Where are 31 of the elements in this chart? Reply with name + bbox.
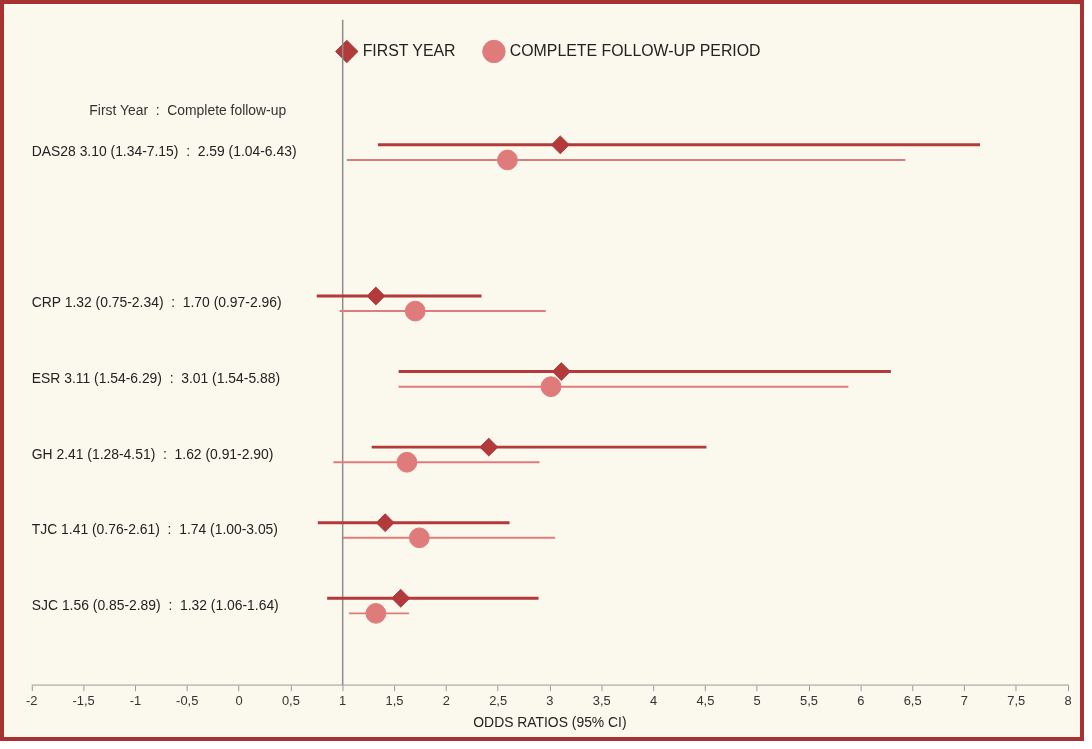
x-tick-label: 6,5 bbox=[903, 693, 922, 709]
annotation: First Year : Complete follow-up bbox=[89, 101, 287, 118]
legend-label: COMPLETE FOLLOW-UP PERIOD bbox=[509, 41, 761, 59]
x-tick-label: 5,5 bbox=[800, 693, 818, 709]
y-tick-label: GH 2.41 (1.28-4.51) : 1.62 (0.91-2.90) bbox=[31, 445, 274, 462]
x-tick-label: 7 bbox=[960, 693, 969, 709]
x-tick-label: 3,5 bbox=[592, 693, 611, 709]
y-tick-label: TJC 1.41 (0.76-2.61) : 1.74 (1.00-3.05) bbox=[31, 521, 278, 538]
y-tick-label: ESR 3.11 (1.54-6.29) : 3.01 (1.54-5.88) bbox=[31, 369, 281, 386]
x-tick-label: 2,5 bbox=[489, 693, 508, 709]
x-tick-label: 3 bbox=[546, 693, 554, 709]
x-tick-label: 6 bbox=[857, 693, 865, 709]
x-tick-label: -1 bbox=[129, 693, 142, 709]
x-tick-label: -0,5 bbox=[176, 693, 199, 709]
x-tick-label: 1 bbox=[339, 693, 347, 709]
x-axis-title: ODDS RATIOS (95% CI) bbox=[473, 713, 627, 730]
x-tick-label: 4 bbox=[649, 693, 658, 709]
x-tick-label: -2 bbox=[26, 693, 38, 709]
x-tick-label: 7,5 bbox=[1007, 693, 1026, 709]
x-tick-label: 5 bbox=[753, 693, 761, 709]
y-tick-label: DAS28 3.10 (1.34-7.15) : 2.59 (1.04-6.43) bbox=[31, 143, 297, 160]
y-tick-label: CRP 1.32 (0.75-2.34) : 1.70 (0.97-2.96) bbox=[31, 294, 282, 311]
x-tick-label: 8 bbox=[1064, 693, 1072, 709]
x-tick-label: 0,5 bbox=[281, 693, 300, 709]
x-tick-label: 4,5 bbox=[696, 693, 715, 709]
x-tick-label: 0 bbox=[235, 693, 243, 709]
y-tick-label: SJC 1.56 (0.85-2.89) : 1.32 (1.06-1.64) bbox=[31, 596, 279, 613]
x-tick-label: -1,5 bbox=[72, 693, 95, 709]
x-tick-label: 1,5 bbox=[385, 693, 404, 709]
x-tick-label: 2 bbox=[442, 693, 450, 709]
legend-label: FIRST YEAR bbox=[362, 41, 456, 59]
